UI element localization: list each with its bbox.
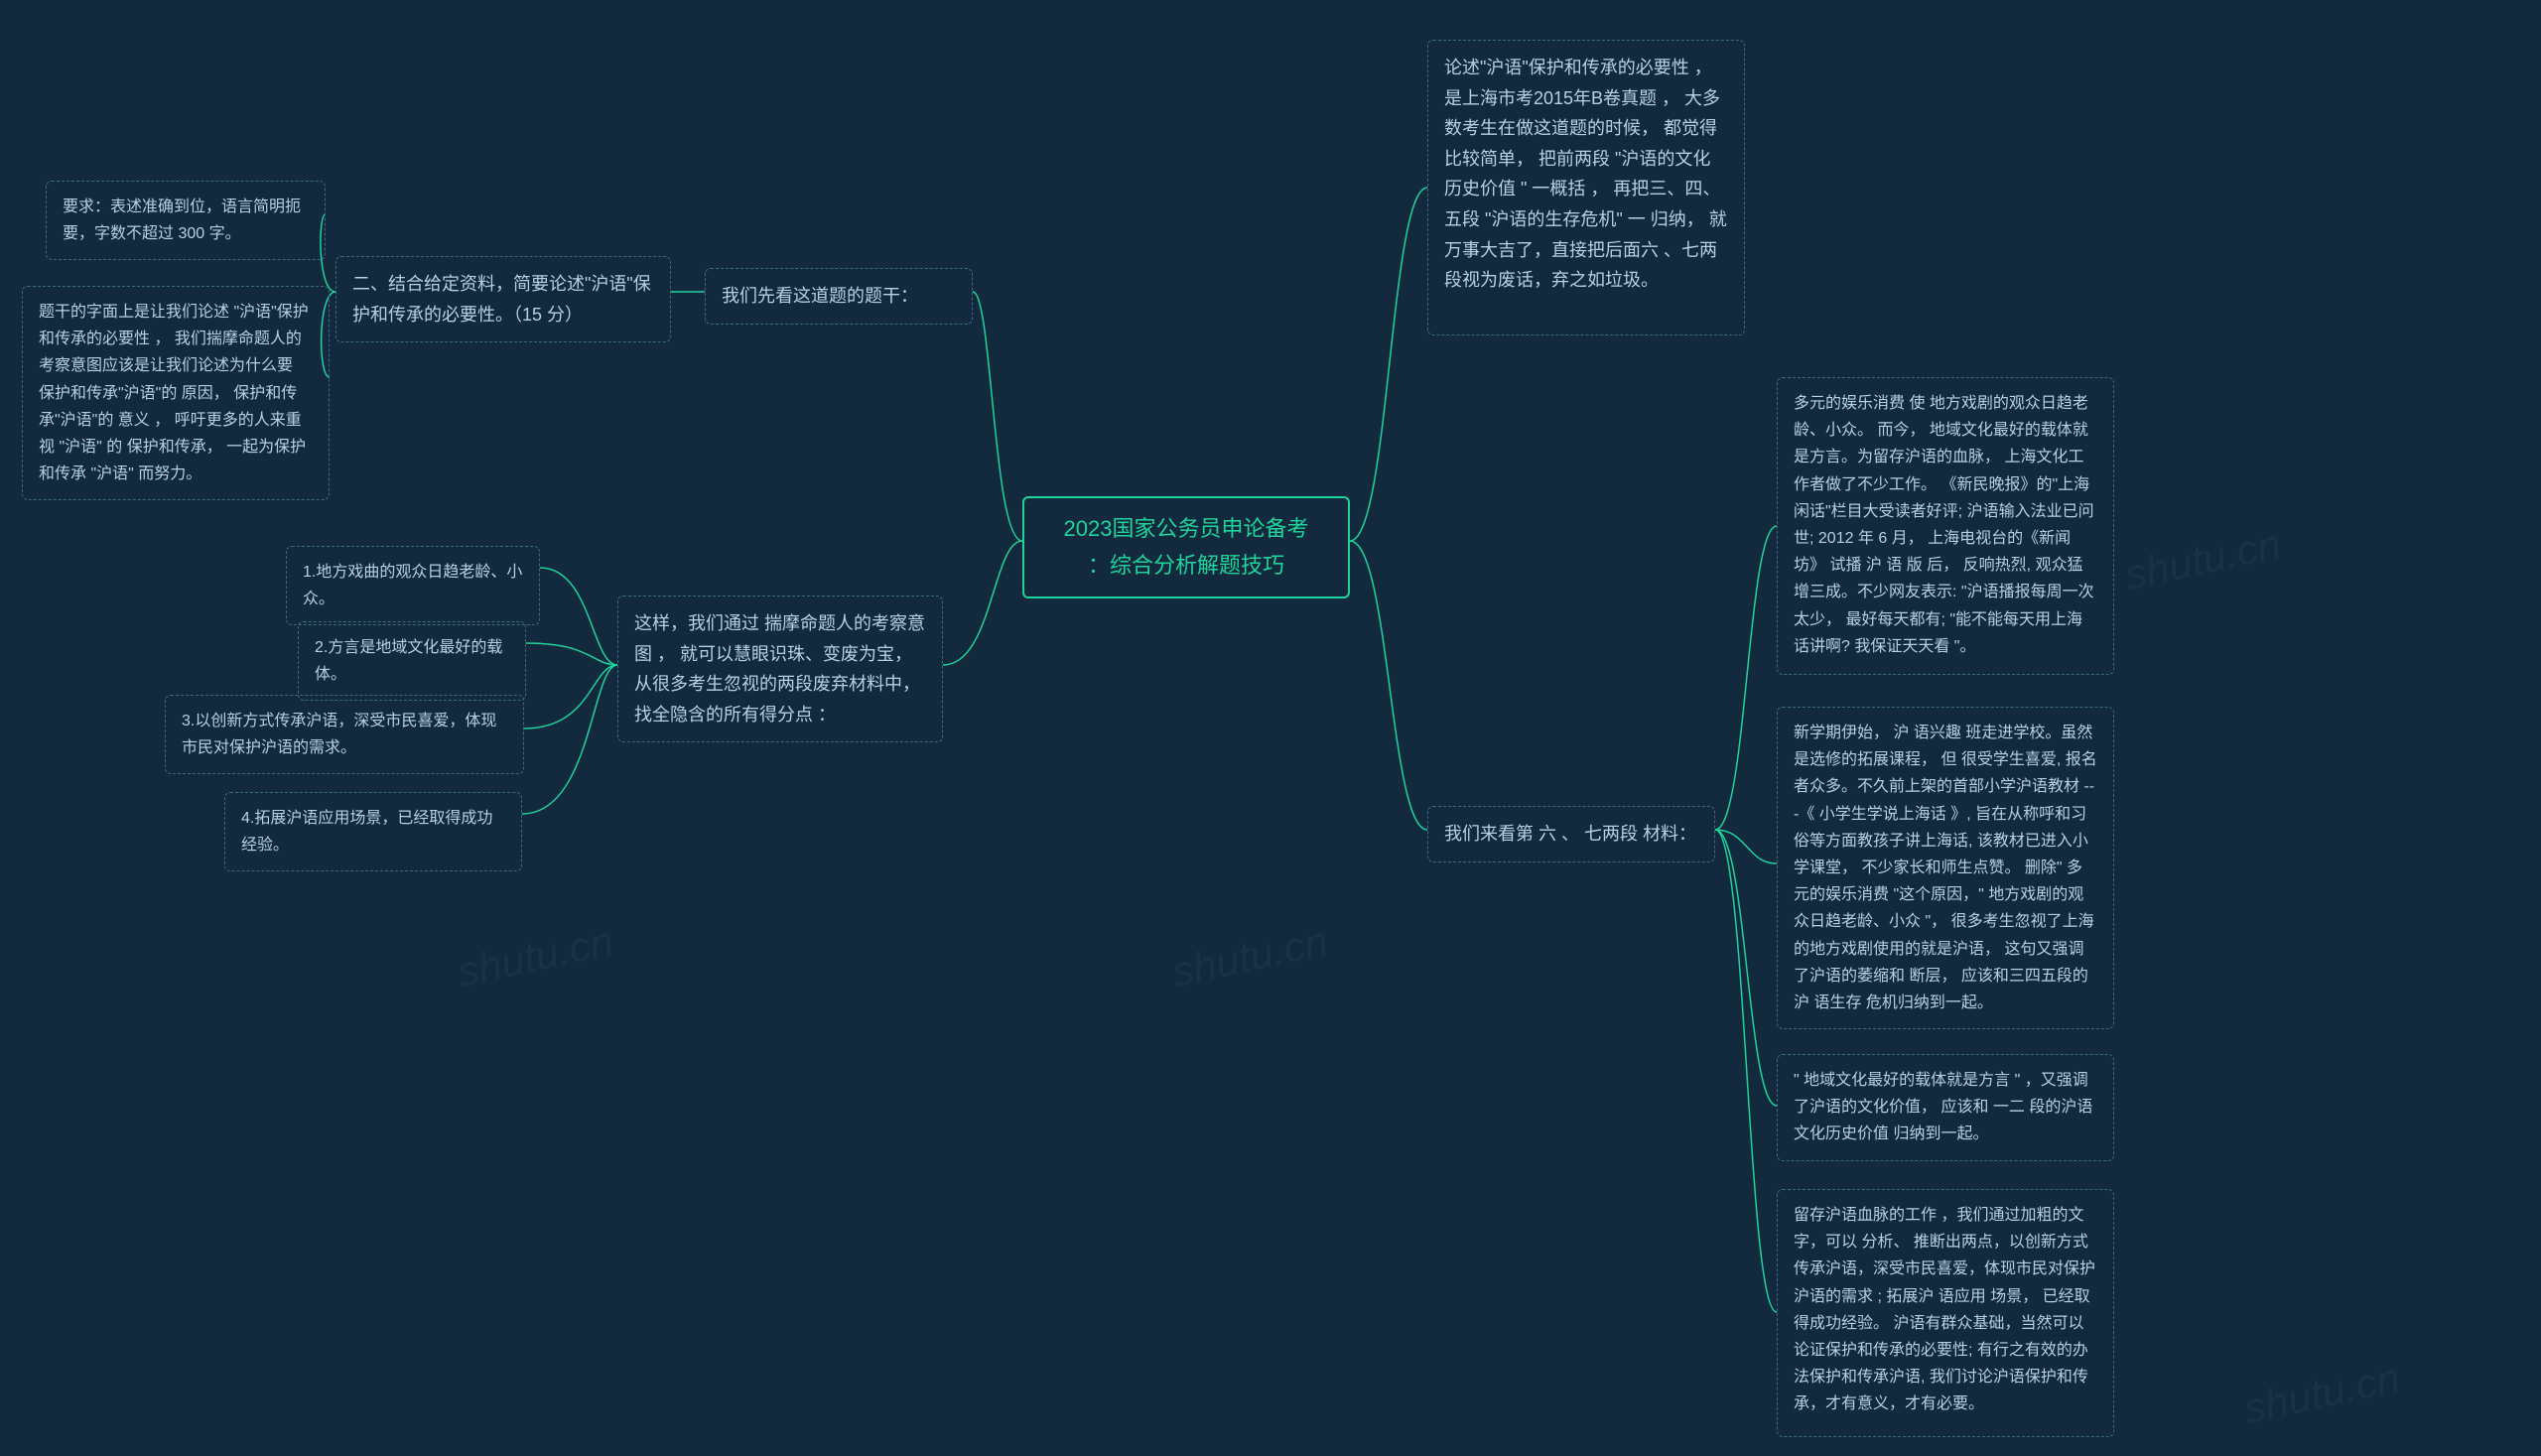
watermark: shutu.cn bbox=[2121, 520, 2285, 599]
leaf-text: 2.方言是地域文化最好的载体。 bbox=[315, 639, 502, 683]
root-line1: 2023国家公务员申论备考 bbox=[1064, 516, 1309, 541]
left-branch-2: 这样，我们通过 揣摩命题人的考察意图 ， 就可以慧眼识珠、变废为宝，从很多考生忽… bbox=[617, 596, 943, 742]
leaf-text: 新学期伊始， 沪 语兴趣 班走进学校。虽然是选修的拓展课程， 但 很受学生喜爱,… bbox=[1794, 725, 2097, 1011]
leaf-text: 4.拓展沪语应用场景，已经取得成功经验。 bbox=[241, 810, 492, 854]
leaf-text: 要求：表述准确到位，语言简明扼要，字数不超过 300 字。 bbox=[63, 199, 301, 242]
left-b2-leaf: 4.拓展沪语应用场景，已经取得成功经验。 bbox=[224, 792, 522, 871]
right-b2-text: 我们来看第 六 、 七两段 材料： bbox=[1444, 824, 1696, 844]
right-b1-text: 论述"沪语"保护和传承的必要性 ，是上海市考2015年B卷真题 ， 大多数考生在… bbox=[1444, 58, 1727, 290]
left-branch-1-child: 二、结合给定资料，简要论述"沪语"保护和传承的必要性。（15 分） bbox=[335, 256, 671, 342]
watermark: shutu.cn bbox=[454, 917, 617, 996]
leaf-text: 多元的娱乐消费 使 地方戏剧的观众日趋老龄、小众。 而今， 地域文化最好的载体就… bbox=[1794, 395, 2094, 655]
right-b2-leaf: 新学期伊始， 沪 语兴趣 班走进学校。虽然是选修的拓展课程， 但 很受学生喜爱,… bbox=[1777, 707, 2114, 1029]
left-b1-child-text: 二、结合给定资料，简要论述"沪语"保护和传承的必要性。（15 分） bbox=[352, 274, 651, 325]
left-b2-leaf: 2.方言是地域文化最好的载体。 bbox=[298, 621, 526, 701]
leaf-text: " 地域文化最好的载体就是方言 " ，又强调了沪语的文化价值， 应该和 一二 段… bbox=[1794, 1072, 2092, 1142]
right-b2-leaf: " 地域文化最好的载体就是方言 " ，又强调了沪语的文化价值， 应该和 一二 段… bbox=[1777, 1054, 2114, 1161]
left-branch-1: 我们先看这道题的题干： bbox=[705, 268, 973, 325]
right-b2-leaf: 多元的娱乐消费 使 地方戏剧的观众日趋老龄、小众。 而今， 地域文化最好的载体就… bbox=[1777, 377, 2114, 675]
right-branch-2: 我们来看第 六 、 七两段 材料： bbox=[1427, 806, 1715, 862]
leaf-text: 1.地方戏曲的观众日趋老龄、小众。 bbox=[303, 564, 522, 607]
left-b2-leaf: 3.以创新方式传承沪语，深受市民喜爱，体现市民对保护沪语的需求。 bbox=[165, 695, 524, 774]
watermark: shutu.cn bbox=[1168, 917, 1332, 996]
right-b2-leaf: 留存沪语血脉的工作 ，我们通过加粗的文字，可以 分析、 推断出两点，以创新方式传… bbox=[1777, 1189, 2114, 1437]
watermark: shutu.cn bbox=[2240, 1354, 2404, 1433]
left-b1-text: 我们先看这道题的题干： bbox=[722, 286, 918, 306]
left-b1-leaf: 题干的字面上是让我们论述 "沪语"保护和传承的必要性 ， 我们揣摩命题人的考察意… bbox=[22, 286, 330, 500]
left-b1-leaf: 要求：表述准确到位，语言简明扼要，字数不超过 300 字。 bbox=[46, 181, 326, 260]
left-b2-text: 这样，我们通过 揣摩命题人的考察意图 ， 就可以慧眼识珠、变废为宝，从很多考生忽… bbox=[634, 613, 925, 725]
root-node: 2023国家公务员申论备考 ：综合分析解题技巧 bbox=[1022, 496, 1350, 598]
leaf-text: 3.以创新方式传承沪语，深受市民喜爱，体现市民对保护沪语的需求。 bbox=[182, 713, 496, 756]
leaf-text: 题干的字面上是让我们论述 "沪语"保护和传承的必要性 ， 我们揣摩命题人的考察意… bbox=[39, 304, 309, 482]
left-b2-leaf: 1.地方戏曲的观众日趋老龄、小众。 bbox=[286, 546, 540, 625]
leaf-text: 留存沪语血脉的工作 ，我们通过加粗的文字，可以 分析、 推断出两点，以创新方式传… bbox=[1794, 1207, 2095, 1412]
right-branch-1: 论述"沪语"保护和传承的必要性 ，是上海市考2015年B卷真题 ， 大多数考生在… bbox=[1427, 40, 1745, 335]
root-line2: ：综合分析解题技巧 bbox=[1088, 553, 1284, 578]
